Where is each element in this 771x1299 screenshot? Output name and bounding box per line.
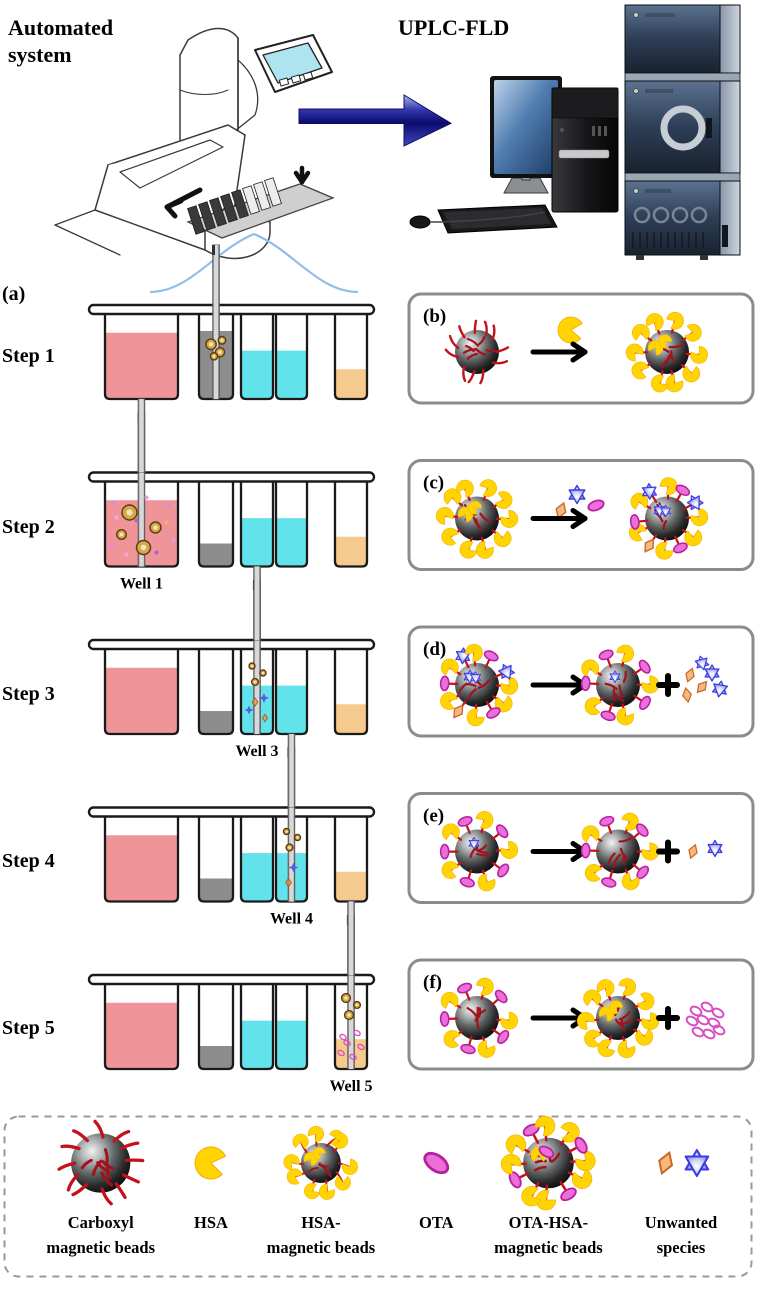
svg-text:Carboxyl: Carboxyl — [68, 1213, 134, 1232]
svg-text:(e): (e) — [423, 806, 444, 827]
svg-text:species: species — [657, 1238, 706, 1257]
svg-text:OTA-HSA-: OTA-HSA- — [509, 1213, 588, 1232]
svg-text:Step 2: Step 2 — [2, 516, 55, 538]
svg-text:Step 1: Step 1 — [2, 345, 55, 367]
svg-text:UPLC-FLD: UPLC-FLD — [398, 15, 509, 40]
svg-text:HSA-: HSA- — [301, 1213, 340, 1232]
svg-text:(c): (c) — [423, 473, 444, 494]
svg-text:Step 3: Step 3 — [2, 683, 55, 705]
svg-text:(b): (b) — [423, 306, 446, 327]
svg-text:Unwanted: Unwanted — [645, 1213, 717, 1232]
svg-text:(f): (f) — [423, 972, 442, 993]
svg-text:Well 1: Well 1 — [120, 576, 163, 593]
svg-text:system: system — [8, 42, 72, 67]
svg-text:OTA: OTA — [419, 1213, 454, 1232]
svg-text:Step 4: Step 4 — [2, 850, 55, 872]
svg-text:Well 5: Well 5 — [329, 1078, 372, 1095]
svg-text:(a): (a) — [2, 283, 25, 305]
svg-text:(d): (d) — [423, 639, 446, 660]
svg-text:Well 4: Well 4 — [270, 911, 313, 928]
svg-text:Well 3: Well 3 — [235, 743, 278, 760]
svg-text:HSA: HSA — [194, 1213, 228, 1232]
svg-text:magnetic beads: magnetic beads — [494, 1238, 603, 1257]
svg-text:Automated: Automated — [8, 15, 113, 40]
svg-text:Step 5: Step 5 — [2, 1017, 55, 1039]
svg-text:magnetic beads: magnetic beads — [267, 1238, 376, 1257]
svg-text:magnetic beads: magnetic beads — [46, 1238, 155, 1257]
